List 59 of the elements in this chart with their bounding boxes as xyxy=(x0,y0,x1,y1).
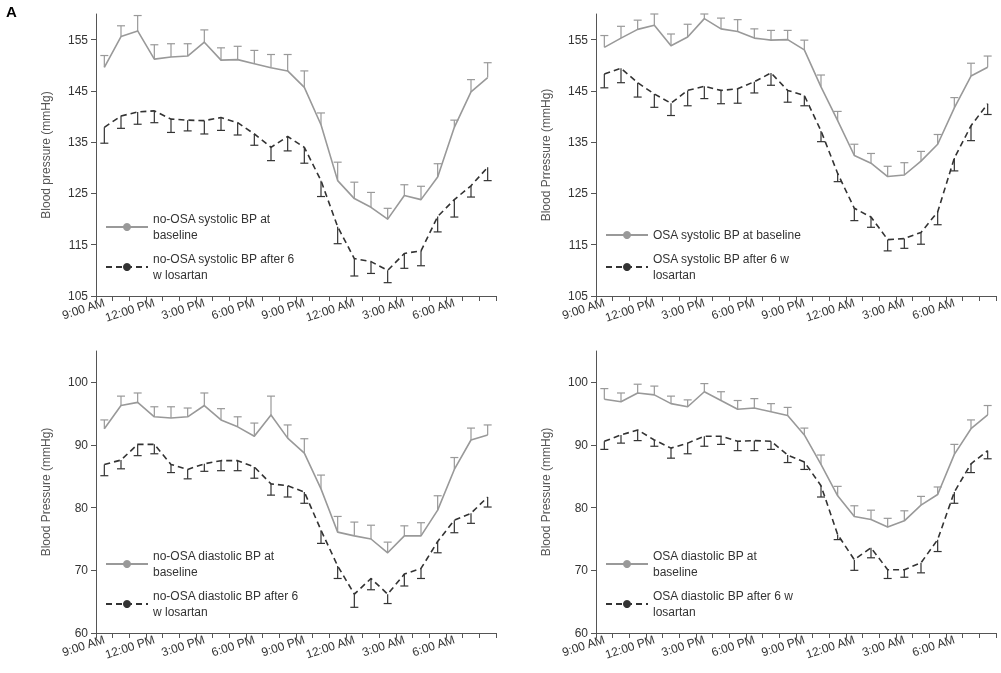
text: A xyxy=(6,3,17,20)
y-tick-label: 90 xyxy=(574,438,589,452)
y-tick-label: 100 xyxy=(567,375,589,390)
y-tick-label: 105 xyxy=(67,289,89,303)
x-tick-label: 6:00 PM xyxy=(709,295,757,323)
y-tick-label: 100 xyxy=(67,375,89,390)
x-tick-label: 9:00 PM xyxy=(759,632,807,660)
legend-label: OSA systolic BP after 6 w losartan xyxy=(653,252,793,282)
y-tick-label: 70 xyxy=(74,563,89,578)
x-tick-label: 3:00 PM xyxy=(659,632,707,660)
x-tick-label: 3:00 AM xyxy=(360,632,407,660)
y-tick-label: 115 xyxy=(68,237,89,252)
y-axis-title: Blood pressure (mmHg) xyxy=(39,91,53,219)
y-tick-label: 60 xyxy=(574,626,589,640)
x-tick-label: 6:00 AM xyxy=(910,295,957,323)
x-tick-label: 3:00 AM xyxy=(860,632,907,660)
y-tick-label: 155 xyxy=(567,32,589,47)
x-tick-label: 9:00 PM xyxy=(259,632,307,660)
x-tick-label: 9:00 PM xyxy=(759,295,807,323)
x-tick-label: 6:00 AM xyxy=(410,295,457,323)
legend-label: OSA systolic BP at baseline xyxy=(653,228,802,242)
y-tick-label: 115 xyxy=(568,237,589,252)
x-tick-label: 6:00 AM xyxy=(910,632,957,660)
y-tick-label: 60 xyxy=(74,626,89,640)
y-tick-label: 80 xyxy=(574,500,589,515)
x-tick-label: 3:00 AM xyxy=(860,295,907,323)
y-tick-label: 125 xyxy=(67,186,89,201)
x-tick-label: 3:00 PM xyxy=(159,295,207,323)
y-tick-label: 155 xyxy=(67,32,89,47)
y-tick-label: 135 xyxy=(67,135,89,150)
legend-label: no-OSA systolic BP at baseline xyxy=(153,212,274,242)
y-axis-title: Blood Pressure (mmHg) xyxy=(39,427,53,557)
x-tick-label: 9:00 PM xyxy=(259,295,307,323)
y-tick-label: 90 xyxy=(74,438,89,452)
x-tick-label: 12:00 AM xyxy=(304,632,357,662)
x-tick-label: 12:00 AM xyxy=(804,295,857,325)
x-tick-label: 3:00 PM xyxy=(159,632,207,660)
x-tick-label: 6:00 AM xyxy=(410,632,457,660)
y-tick-label: 80 xyxy=(74,500,89,515)
legend-label: OSA diastolic BP at baseline xyxy=(653,549,761,579)
legend-label: OSA diastolic BP after 6 w losartan xyxy=(653,589,797,619)
x-tick-label: 3:00 PM xyxy=(659,295,707,323)
y-tick-label: 145 xyxy=(567,83,589,98)
x-tick-label: 6:00 PM xyxy=(709,632,757,660)
legend-label: no-OSA diastolic BP after 6 w losartan xyxy=(152,589,302,619)
x-tick-label: 12:00 AM xyxy=(804,632,857,662)
y-tick-label: 145 xyxy=(67,83,89,98)
y-axis-title: Blood Prressure (mmHg) xyxy=(539,88,553,222)
x-tick-label: 3:00 AM xyxy=(360,295,407,323)
y-tick-label: 70 xyxy=(574,563,589,578)
y-tick-label: 135 xyxy=(567,135,589,150)
x-tick-label: 12:00 AM xyxy=(304,295,357,325)
legend-label: no-OSA systolic BP after 6 w losartan xyxy=(152,252,298,282)
legend-label: no-OSA diastolic BP at baseline xyxy=(153,549,278,579)
x-tick-label: 6:00 PM xyxy=(209,295,257,323)
y-tick-label: 105 xyxy=(567,289,589,303)
x-tick-label: 6:00 PM xyxy=(209,632,257,660)
y-tick-label: 125 xyxy=(567,186,589,201)
y-axis-title: Blood Pressure (mmHg) xyxy=(539,427,553,557)
